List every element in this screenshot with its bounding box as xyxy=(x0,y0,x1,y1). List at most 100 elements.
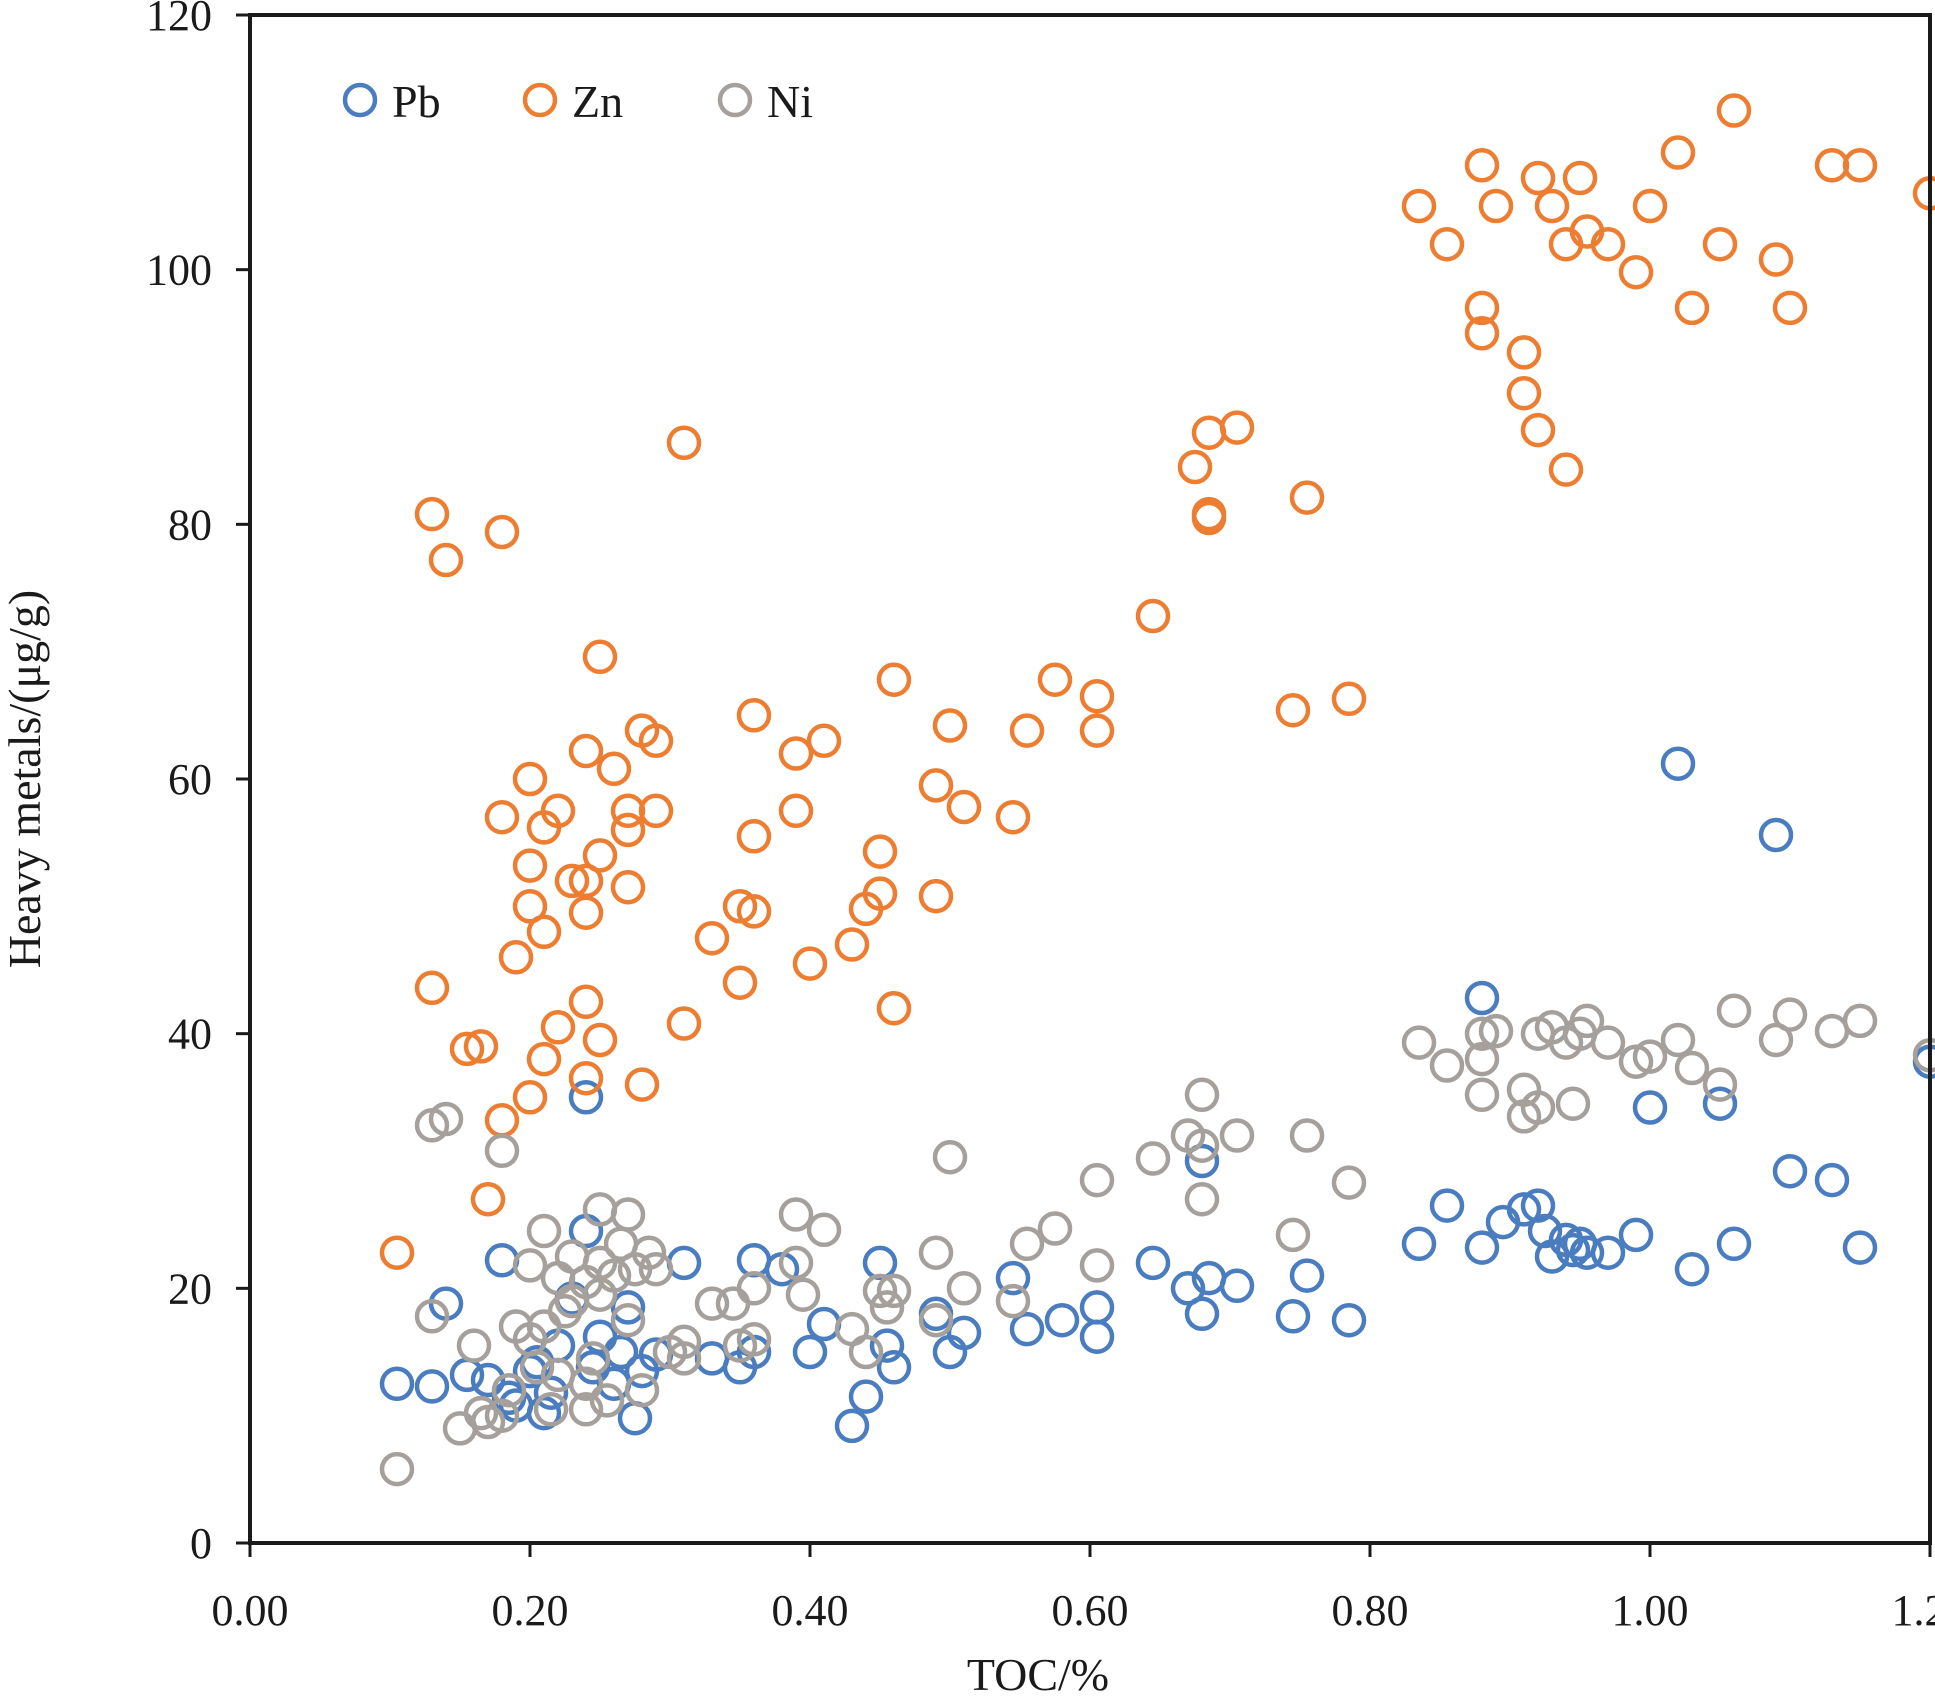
point-zn xyxy=(526,914,562,950)
point-pb xyxy=(1009,1311,1045,1347)
point-zn xyxy=(610,869,646,905)
point-zn xyxy=(1009,713,1045,748)
x-tick-label: 0.60 xyxy=(1052,1586,1129,1635)
point-pb xyxy=(806,1306,842,1342)
point-pb xyxy=(1079,1319,1115,1354)
point-zn xyxy=(1520,160,1556,196)
point-pb xyxy=(1772,1153,1808,1189)
point-ni xyxy=(526,1213,562,1249)
point-ni xyxy=(575,1341,611,1376)
point-ni xyxy=(428,1101,464,1137)
point-pb xyxy=(568,1080,604,1115)
point-ni xyxy=(1555,1086,1591,1121)
x-tick-label: 1.20 xyxy=(1892,1586,1935,1635)
point-ni xyxy=(1632,1039,1668,1074)
point-ni xyxy=(1590,1025,1626,1060)
point-ni xyxy=(1464,1016,1500,1051)
point-ni xyxy=(946,1271,982,1306)
point-zn xyxy=(666,1006,702,1041)
point-ni xyxy=(995,1283,1031,1319)
point-zn xyxy=(1758,242,1794,277)
point-zn xyxy=(484,514,520,550)
point-zn xyxy=(568,733,604,769)
point-zn xyxy=(1590,226,1626,262)
point-zn xyxy=(722,965,758,1000)
point-ni xyxy=(694,1286,730,1321)
point-pb xyxy=(1590,1235,1626,1270)
point-pb xyxy=(736,1243,772,1278)
point-pb xyxy=(1289,1258,1325,1293)
point-ni xyxy=(610,1302,646,1338)
point-zn xyxy=(582,639,618,675)
point-ni xyxy=(624,1372,660,1408)
legend-label-pb: Pb xyxy=(392,76,441,127)
point-ni xyxy=(1184,1077,1220,1113)
point-zn xyxy=(1289,480,1325,515)
point-zn xyxy=(526,1041,562,1077)
x-tick-label: 1.00 xyxy=(1612,1586,1689,1635)
point-pb xyxy=(1527,1213,1563,1249)
legend-marker-ni xyxy=(717,82,753,118)
point-zn xyxy=(1331,681,1367,717)
point-ni xyxy=(1674,1050,1710,1086)
point-pb xyxy=(617,1400,653,1436)
point-pb xyxy=(848,1379,884,1414)
point-ni xyxy=(806,1212,842,1248)
point-zn xyxy=(806,723,842,759)
point-zn xyxy=(1079,713,1115,748)
y-tick-label: 80 xyxy=(168,500,212,549)
legend-label-zn: Zn xyxy=(572,76,623,127)
point-ni xyxy=(869,1290,905,1325)
point-ni xyxy=(1814,1013,1850,1049)
point-ni xyxy=(1464,1077,1500,1113)
point-zn xyxy=(498,940,534,975)
point-ni xyxy=(484,1133,520,1169)
point-zn xyxy=(449,1031,485,1067)
point-zn xyxy=(736,819,772,854)
point-pb xyxy=(470,1362,506,1398)
point-ni xyxy=(848,1334,884,1370)
point-pb xyxy=(1331,1302,1367,1338)
point-pb xyxy=(484,1243,520,1278)
point-pb xyxy=(694,1341,730,1376)
point-pb xyxy=(1674,1251,1710,1287)
point-pb xyxy=(946,1315,982,1351)
point-zn xyxy=(1814,148,1850,183)
point-ni xyxy=(1184,1181,1220,1217)
point-zn xyxy=(379,1235,415,1270)
point-zn xyxy=(1534,188,1570,224)
point-zn xyxy=(1506,335,1542,370)
point-ni xyxy=(610,1197,646,1232)
point-zn xyxy=(582,838,618,873)
point-zn xyxy=(512,848,548,883)
point-zn xyxy=(582,1022,618,1058)
point-pb xyxy=(1219,1268,1255,1304)
legend-marker-pb xyxy=(342,82,378,118)
point-ni xyxy=(512,1248,548,1283)
point-zn xyxy=(1842,148,1878,183)
point-zn xyxy=(1674,290,1710,326)
point-pb xyxy=(379,1366,415,1402)
point-ni xyxy=(1275,1217,1311,1253)
point-pb xyxy=(1814,1162,1850,1198)
point-ni xyxy=(1289,1118,1325,1153)
point-pb xyxy=(610,1290,646,1325)
point-ni xyxy=(736,1322,772,1357)
point-zn xyxy=(463,1029,499,1064)
point-ni xyxy=(1842,1003,1878,1039)
point-ni xyxy=(785,1277,821,1312)
point-ni xyxy=(876,1273,912,1309)
point-zn xyxy=(428,542,464,578)
point-ni xyxy=(932,1139,968,1175)
point-ni xyxy=(1702,1067,1738,1102)
point-ni xyxy=(456,1328,492,1363)
legend: Pb Zn Ni xyxy=(342,76,813,127)
point-ni xyxy=(1331,1165,1367,1200)
point-ni xyxy=(666,1341,702,1376)
point-zn xyxy=(568,1060,604,1096)
point-ni xyxy=(666,1324,702,1360)
point-zn xyxy=(610,812,646,848)
point-zn xyxy=(736,698,772,733)
point-zn xyxy=(862,834,898,869)
point-pb xyxy=(1569,1235,1605,1270)
